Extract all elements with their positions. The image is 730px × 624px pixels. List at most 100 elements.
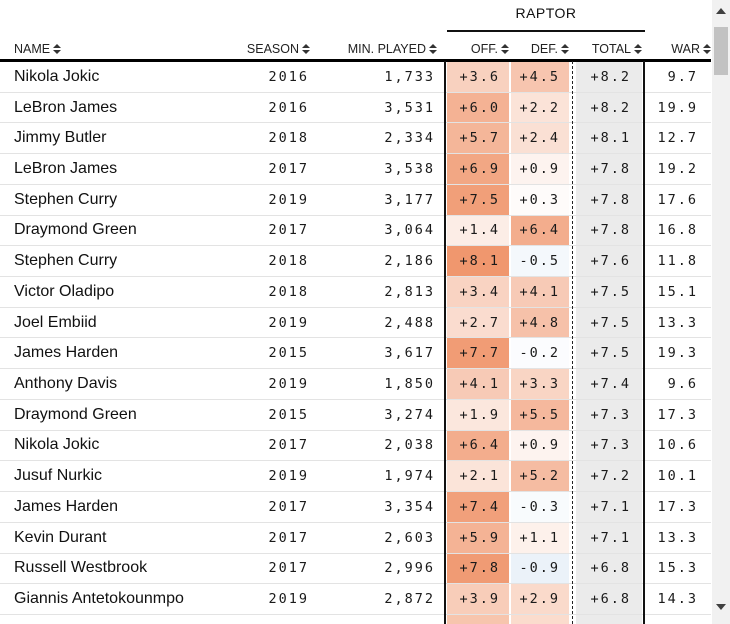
season-value: 2016	[268, 99, 309, 116]
column-header-off[interactable]: OFF.	[447, 42, 509, 59]
table-row: Stephen Curry 2018 2,186 +8.1 -0.5 +7.6 11.8	[0, 246, 711, 278]
min-played-value: 2,334	[384, 130, 435, 147]
raptor-off-value: +1.9	[447, 399, 509, 430]
season-value: 2017	[268, 161, 309, 178]
raptor-def-value: +0.3	[511, 184, 569, 215]
column-header-label: SEASON	[246, 42, 299, 56]
raptor-total-value: +7.4	[576, 369, 642, 399]
sort-arrows-icon[interactable]	[501, 44, 509, 54]
raptor-off-value: +2.7	[447, 307, 509, 338]
sort-arrows-icon[interactable]	[53, 44, 62, 54]
raptor-def-value: +4.5	[511, 62, 569, 92]
war-value: 19.2	[657, 161, 698, 178]
war-value: 9.6	[667, 376, 698, 393]
raptor-off-value: +4.1	[447, 369, 509, 399]
raptor-group-underline	[447, 30, 645, 32]
season-value: 2018	[268, 130, 309, 147]
raptor-def-value: -0.5	[511, 246, 569, 277]
raptor-total-value	[576, 614, 642, 624]
war-value: 13.3	[657, 529, 698, 546]
column-header-min-played[interactable]: MIN. PLAYED	[310, 42, 437, 59]
column-header-def[interactable]: DEF.	[511, 42, 569, 59]
raptor-off-value: +3.6	[447, 62, 509, 92]
sort-arrows-icon[interactable]	[703, 44, 711, 54]
season-value: 2019	[268, 191, 309, 208]
scroll-down-button[interactable]	[712, 598, 730, 616]
player-name: Jusuf Nurkic	[14, 467, 103, 485]
player-name: Kevin Durant	[14, 528, 107, 546]
player-name: Joel Embiid	[14, 313, 97, 331]
column-header-season[interactable]: SEASON	[240, 42, 310, 59]
sort-arrows-icon[interactable]	[429, 44, 437, 54]
sort-arrows-icon[interactable]	[302, 44, 310, 54]
raptor-off-value: +5.9	[447, 522, 509, 553]
column-header-label: TOTAL	[591, 42, 631, 56]
min-played-value: 3,354	[384, 498, 435, 515]
player-name: Anthony Davis	[14, 375, 118, 393]
vertical-scrollbar[interactable]	[712, 0, 730, 624]
player-name: James Harden	[14, 497, 119, 515]
war-value: 19.9	[657, 99, 698, 116]
raptor-total-value: +7.8	[576, 154, 642, 184]
header-rule	[0, 59, 711, 62]
min-played-value: 3,617	[384, 345, 435, 362]
table-row: LeBron James 2017 3,538 +6.9 +0.9 +7.8 19.2	[0, 154, 711, 185]
raptor-def-value: -0.9	[511, 553, 569, 584]
player-name: James Harden	[14, 344, 119, 362]
table-row: Anthony Davis 2019 1,850 +4.1 +3.3 +7.4 9.6	[0, 369, 711, 400]
raptor-total-value: +7.5	[576, 338, 642, 369]
scrollbar-thumb[interactable]	[714, 27, 728, 75]
sort-arrows-icon[interactable]	[561, 44, 569, 54]
table-body: Nikola Jokic 2016 1,733 +3.6 +4.5 +8.2 9.7 LeBr…	[0, 62, 711, 624]
raptor-def-value: +2.2	[511, 92, 569, 123]
player-name: LeBron James	[14, 98, 118, 116]
column-header-label: DEF.	[530, 42, 558, 56]
raptor-off-value: +7.4	[447, 492, 509, 522]
raptor-off-value: +6.9	[447, 154, 509, 184]
season-value: 2015	[268, 406, 309, 423]
sort-arrows-icon[interactable]	[634, 44, 642, 54]
scroll-up-button[interactable]	[712, 2, 730, 20]
raptor-def-value: +0.9	[511, 430, 569, 461]
player-name: Stephen Curry	[14, 190, 118, 208]
table-row: Victor Oladipo 2018 2,813 +3.4 +4.1 +7.5 15.1	[0, 277, 711, 308]
column-header-total[interactable]: TOTAL	[576, 42, 642, 59]
min-played-value: 2,872	[384, 591, 435, 608]
war-value: 10.1	[657, 468, 698, 485]
war-value: 15.3	[657, 560, 698, 577]
raptor-total-value: +6.8	[576, 584, 642, 614]
war-value: 12.7	[657, 130, 698, 147]
column-header-name[interactable]: NAME	[0, 42, 240, 59]
raptor-total-value: +7.5	[576, 277, 642, 307]
raptor-def-value: +5.2	[511, 461, 569, 492]
table-row: Jimmy Butler 2018 2,334 +5.7 +2.4 +8.1 12.7	[0, 123, 711, 155]
min-played-value: 2,603	[384, 529, 435, 546]
season-value: 2017	[268, 437, 309, 454]
player-name: Draymond Green	[14, 221, 137, 239]
raptor-total-value: +8.2	[576, 62, 642, 92]
raptor-total-value: +7.3	[576, 430, 642, 461]
war-value: 17.3	[657, 498, 698, 515]
column-header-war[interactable]: WAR	[645, 42, 711, 59]
war-value: 11.8	[657, 253, 698, 270]
war-value: 9.7	[667, 68, 698, 85]
raptor-off-value: +5.7	[447, 123, 509, 154]
raptor-off-value: +6.0	[447, 92, 509, 123]
raptor-total-value: +7.1	[576, 522, 642, 553]
column-header-label: NAME	[14, 42, 51, 56]
table-row: Draymond Green 2017 3,064 +1.4 +6.4 +7.8 16.8	[0, 215, 711, 247]
player-name: Russell Westbrook	[14, 559, 148, 577]
raptor-def-value: -0.3	[511, 492, 569, 522]
min-played-value: 3,064	[384, 222, 435, 239]
raptor-total-value: +8.1	[576, 123, 642, 154]
season-value: 2019	[268, 314, 309, 331]
raptor-def-value	[511, 614, 569, 624]
season-value: 2017	[268, 222, 309, 239]
raptor-def-value: +6.4	[511, 215, 569, 246]
raptor-def-value: -0.2	[511, 338, 569, 369]
player-name: Giannis Antetokounmpo	[14, 590, 184, 608]
raptor-def-value: +5.5	[511, 399, 569, 430]
raptor-total-value: +7.6	[576, 246, 642, 277]
war-value: 14.3	[657, 591, 698, 608]
table-row: Nikola Jokic 2017 2,038 +6.4 +0.9 +7.3 10.6	[0, 430, 711, 462]
